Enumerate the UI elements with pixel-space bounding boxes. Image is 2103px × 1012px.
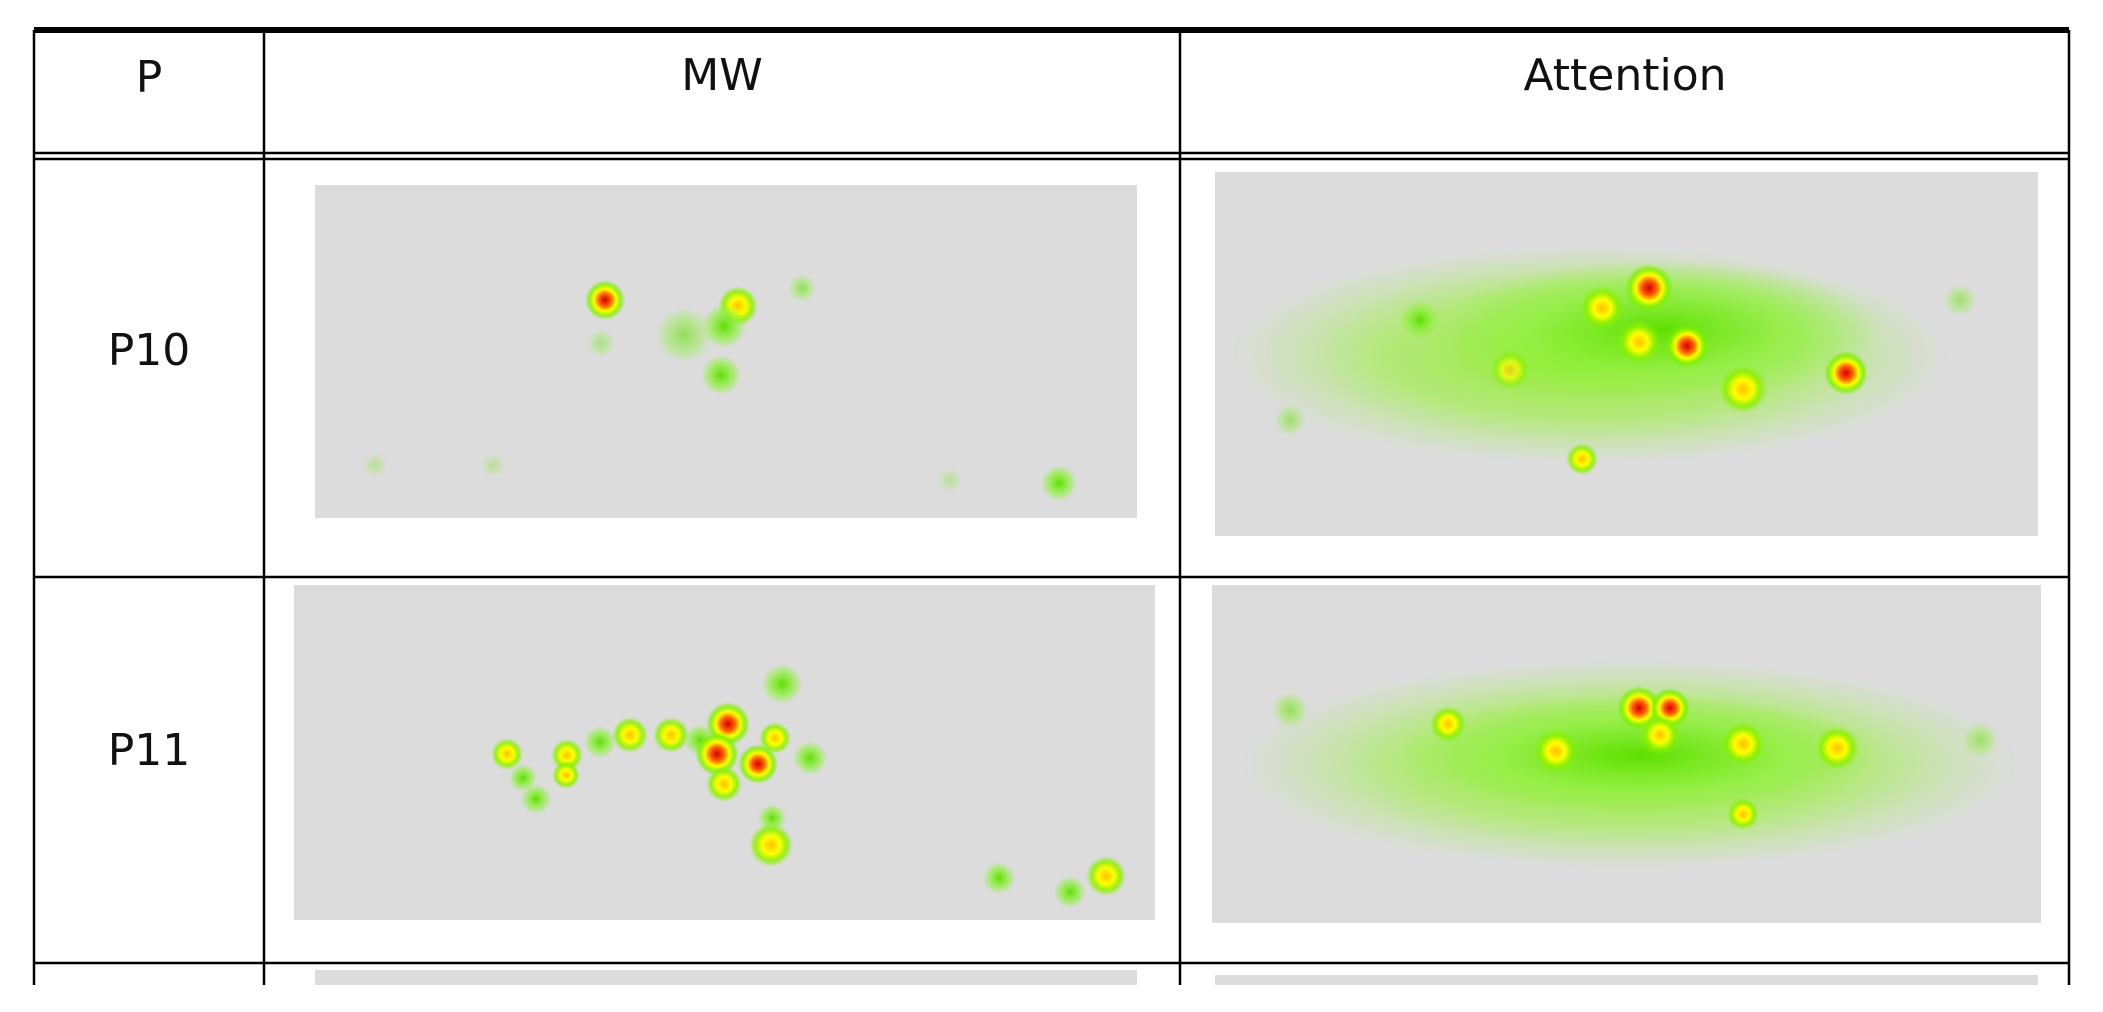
heatmap [1215, 975, 2038, 985]
heatmap [315, 185, 1137, 518]
table-rules [32, 27, 2071, 985]
heatmap [315, 970, 1137, 985]
header-cell: P [136, 52, 163, 103]
header-cell: Attention [1523, 50, 1726, 101]
heatmap [1215, 172, 2038, 536]
participant-label: P10 [108, 325, 191, 376]
header-cell: MW [681, 50, 762, 101]
participant-label: P11 [108, 725, 191, 776]
heatmap [294, 585, 1155, 920]
heatmap [1212, 585, 2041, 923]
